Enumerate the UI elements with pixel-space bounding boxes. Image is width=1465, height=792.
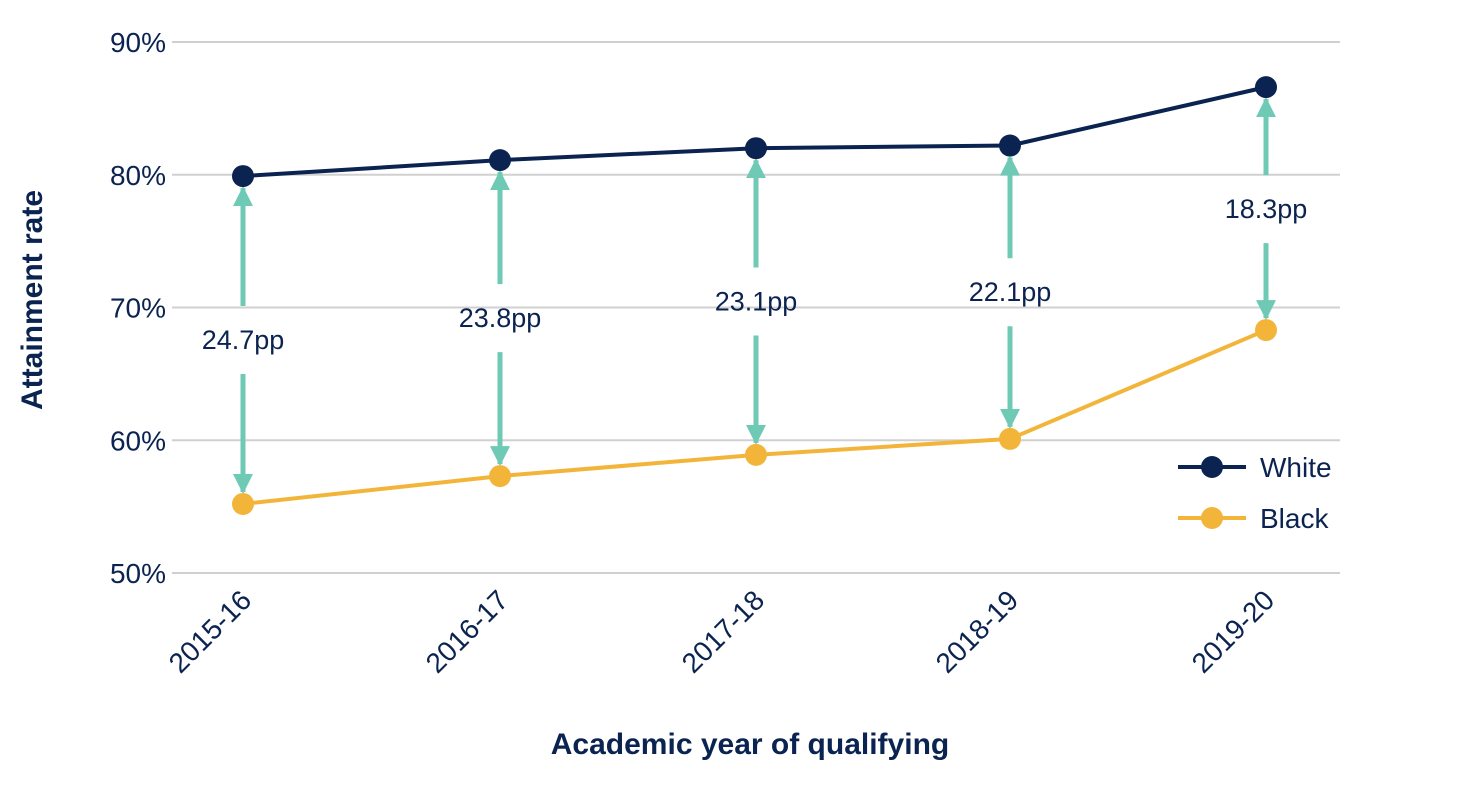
x-tick-label: 2015-16 [163, 584, 258, 679]
legend-label: Black [1260, 503, 1329, 534]
data-point-black [489, 465, 511, 488]
y-axis-tick-labels: 50% 60% 70% 80% 90% [110, 27, 166, 589]
gap-label: 18.3pp [1225, 194, 1308, 224]
data-point-white [1255, 76, 1277, 99]
data-point-white [999, 134, 1021, 157]
gap-arrows: 24.7pp 23.8pp 23.1pp 22.1pp 18.3pp [202, 97, 1308, 494]
y-axis-title: Attainment rate [16, 190, 49, 410]
data-point-black [999, 427, 1021, 450]
x-axis-title: Academic year of qualifying [551, 728, 949, 761]
series-lines [232, 76, 1277, 515]
x-tick-label: 2017-18 [676, 584, 771, 679]
data-point-white [232, 165, 254, 188]
gap-label: 23.8pp [459, 303, 542, 333]
data-point-black [745, 443, 767, 466]
x-tick-label: 2019-20 [1186, 584, 1281, 679]
data-point-white [489, 149, 511, 172]
grid-lines [172, 41, 1340, 574]
data-point-black [232, 492, 254, 515]
gap-label: 23.1pp [715, 287, 798, 317]
y-tick-label: 80% [110, 160, 166, 191]
y-tick-label: 90% [110, 27, 166, 58]
legend-swatch-marker [1201, 456, 1223, 478]
y-tick-label: 70% [110, 293, 166, 324]
x-axis-tick-labels: 2015-16 2016-17 2017-18 2018-19 2019-20 [163, 584, 1281, 679]
x-tick-label: 2016-17 [420, 584, 515, 679]
data-point-white [745, 137, 767, 160]
y-tick-label: 50% [110, 558, 166, 589]
legend-label: White [1260, 452, 1332, 483]
gap-label: 22.1pp [969, 277, 1052, 307]
data-point-black [1255, 319, 1277, 342]
y-tick-label: 60% [110, 425, 166, 456]
legend: White Black [1178, 452, 1332, 534]
legend-swatch-marker [1201, 507, 1223, 529]
gap-label: 24.7pp [202, 325, 285, 355]
x-tick-label: 2018-19 [930, 584, 1025, 679]
